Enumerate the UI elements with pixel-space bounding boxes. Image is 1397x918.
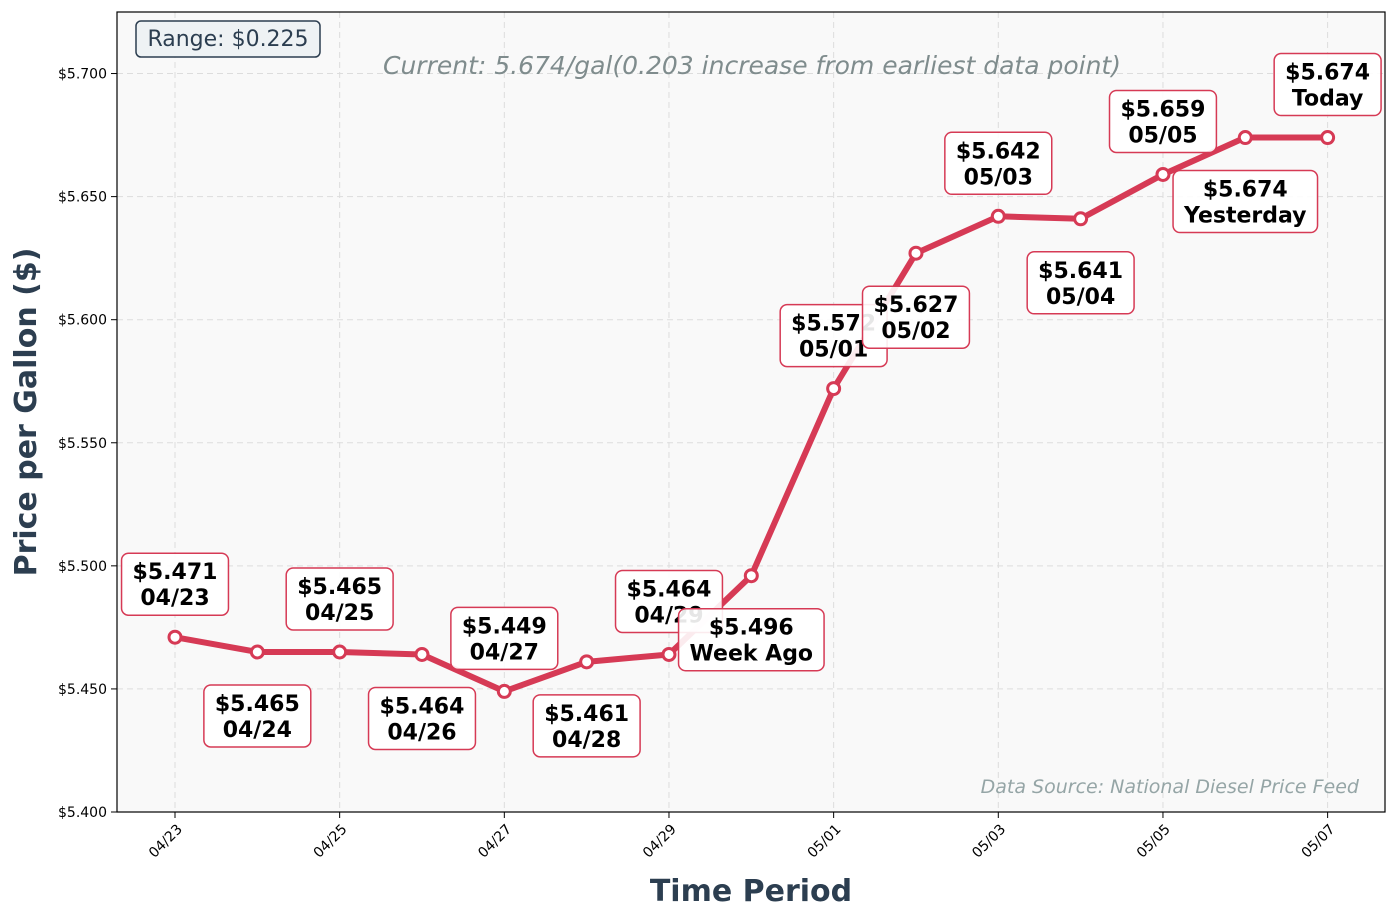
x-tick-label: 04/27: [475, 822, 515, 862]
data-label-value: $5.461: [544, 702, 629, 727]
data-label-date: 05/04: [1046, 285, 1115, 310]
data-labels: $5.47104/23$5.46504/24$5.46504/25$5.4640…: [120, 52, 1382, 758]
data-label-date: 05/03: [964, 165, 1033, 190]
x-tick-label: 04/23: [146, 822, 186, 862]
data-label-box: [944, 131, 1053, 196]
data-label-box: [1273, 52, 1382, 117]
data-point: [496, 683, 512, 699]
data-point: [908, 245, 924, 261]
data-point: [743, 568, 759, 584]
y-tick-label: $5.600: [58, 313, 107, 329]
data-label-date: 04/26: [387, 720, 456, 745]
x-tick-label: 04/25: [311, 822, 351, 862]
data-source-note: Data Source: National Diesel Price Feed: [981, 776, 1360, 798]
data-point: [332, 644, 348, 660]
data-label-box: [120, 552, 230, 616]
data-label-date: 04/24: [223, 718, 292, 743]
data-point: [990, 208, 1006, 224]
data-point: [661, 646, 677, 662]
data-points: [167, 130, 1336, 699]
range-label: Range: $0.225: [147, 27, 308, 52]
data-label-box: [285, 567, 394, 631]
x-tick-label: 05/03: [969, 822, 1009, 862]
data-label-date: Week Ago: [690, 642, 814, 667]
data-label-date: 04/25: [305, 601, 374, 626]
data-label-value: $5.496: [709, 616, 794, 641]
data-label-value: $5.659: [1121, 97, 1206, 122]
data-label-date: 05/01: [799, 338, 868, 363]
data-point: [414, 646, 430, 662]
data-label-box: [450, 606, 559, 671]
data-point: [1155, 166, 1171, 182]
data-label-value: $5.464: [380, 694, 465, 719]
data-point: [1073, 211, 1089, 227]
y-tick-label: $5.400: [58, 805, 107, 821]
data-label-value: $5.627: [874, 293, 959, 318]
data-label-value: $5.465: [215, 692, 300, 717]
x-tick-label: 05/07: [1299, 822, 1339, 862]
data-label-date: 04/28: [552, 728, 621, 753]
plot-frame: [116, 11, 1386, 813]
data-point: [1320, 130, 1336, 146]
data-point: [1237, 130, 1253, 146]
data-label-box: [203, 684, 312, 748]
data-point: [826, 381, 842, 397]
data-label-box: [677, 607, 825, 672]
y-tick-label: $5.700: [58, 67, 107, 83]
data-label-box: [367, 686, 477, 751]
x-tick-label: 04/29: [640, 822, 680, 862]
range-badge: Range: $0.225: [135, 20, 321, 58]
data-label-value: $5.465: [297, 575, 382, 600]
data-label-value: $5.674: [1203, 178, 1288, 203]
data-label-date: 05/05: [1128, 123, 1197, 148]
data-label-date: Today: [1292, 87, 1363, 112]
data-label-value: $5.641: [1038, 259, 1123, 284]
x-tick-label: 05/05: [1134, 822, 1174, 862]
y-axis-title: Price per Gallon ($): [9, 248, 44, 577]
data-label-box: [1108, 89, 1218, 154]
data-label-value: $5.471: [133, 560, 218, 585]
data-label-value: $5.464: [627, 577, 712, 602]
data-label-date: 05/02: [881, 319, 950, 344]
subtitle: Current: 5.674/gal(0.203 increase from e…: [383, 51, 1121, 80]
data-label-box: [1172, 169, 1319, 234]
data-label-box: [532, 694, 641, 758]
data-point: [167, 629, 183, 645]
y-tick-label: $5.550: [58, 436, 107, 452]
data-label-value: $5.674: [1285, 61, 1370, 86]
y-tick-label: $5.450: [58, 682, 107, 698]
data-label-date: 04/23: [140, 586, 209, 611]
x-tick-label: 05/01: [805, 822, 845, 862]
data-label-value: $5.449: [462, 614, 547, 639]
data-label-date: 04/27: [470, 640, 539, 665]
y-tick-label: $5.500: [58, 559, 107, 575]
data-point: [249, 644, 265, 660]
data-label-date: Yesterday: [1183, 204, 1306, 229]
data-label-box: [1026, 251, 1135, 315]
y-tick-label: $5.650: [58, 190, 107, 206]
x-axis-title: Time Period: [650, 874, 852, 909]
data-point: [579, 654, 595, 670]
data-label-value: $5.642: [956, 139, 1041, 164]
data-label-box: [861, 285, 971, 349]
